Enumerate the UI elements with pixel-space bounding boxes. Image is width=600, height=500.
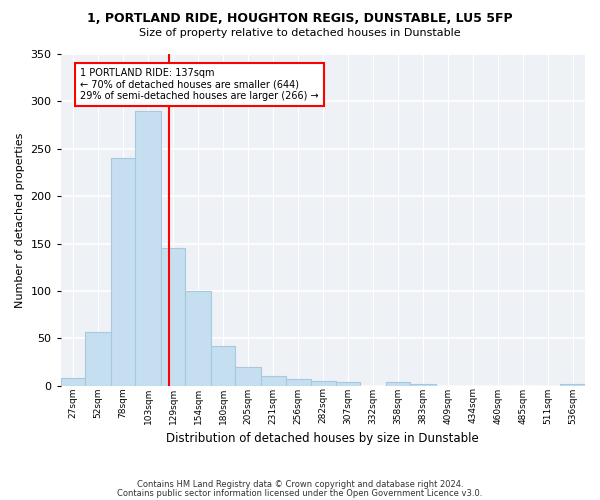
Bar xyxy=(185,291,211,386)
Text: Contains HM Land Registry data © Crown copyright and database right 2024.: Contains HM Land Registry data © Crown c… xyxy=(137,480,463,489)
Bar xyxy=(261,376,286,386)
Bar xyxy=(211,346,235,386)
Text: 1, PORTLAND RIDE, HOUGHTON REGIS, DUNSTABLE, LU5 5FP: 1, PORTLAND RIDE, HOUGHTON REGIS, DUNSTA… xyxy=(87,12,513,26)
Bar xyxy=(386,382,410,386)
X-axis label: Distribution of detached houses by size in Dunstable: Distribution of detached houses by size … xyxy=(166,432,479,445)
Bar xyxy=(136,111,161,386)
Y-axis label: Number of detached properties: Number of detached properties xyxy=(15,132,25,308)
Bar xyxy=(410,384,436,386)
Bar xyxy=(235,367,261,386)
Text: Contains public sector information licensed under the Open Government Licence v3: Contains public sector information licen… xyxy=(118,488,482,498)
Bar xyxy=(85,332,111,386)
Bar xyxy=(286,380,311,386)
Text: Size of property relative to detached houses in Dunstable: Size of property relative to detached ho… xyxy=(139,28,461,38)
Text: 1 PORTLAND RIDE: 137sqm
← 70% of detached houses are smaller (644)
29% of semi-d: 1 PORTLAND RIDE: 137sqm ← 70% of detache… xyxy=(80,68,319,102)
Bar xyxy=(560,384,585,386)
Bar xyxy=(311,381,335,386)
Bar xyxy=(111,158,136,386)
Bar xyxy=(61,378,85,386)
Bar xyxy=(335,382,360,386)
Bar xyxy=(161,248,185,386)
